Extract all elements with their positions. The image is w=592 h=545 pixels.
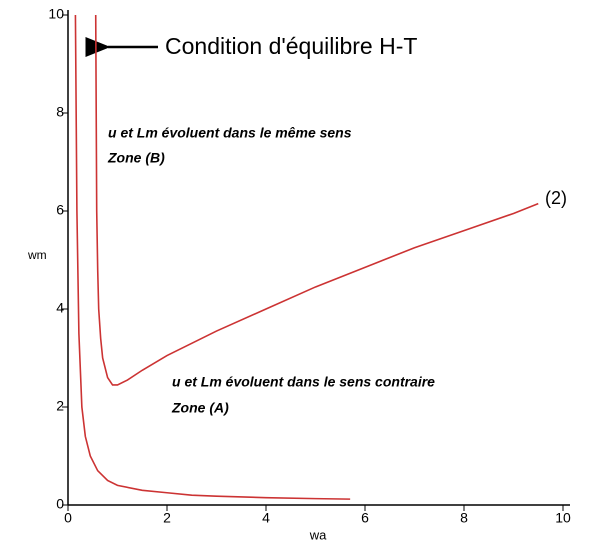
y-tick-label: 0 xyxy=(56,496,64,512)
annotation: Condition d'équilibre H-T xyxy=(165,33,417,59)
x-tick-label: 0 xyxy=(64,510,72,526)
y-axis-label: wm xyxy=(27,248,47,262)
y-tick-label: 8 xyxy=(56,104,64,120)
y-tick-label: 2 xyxy=(56,398,64,414)
annotation: Zone (A) xyxy=(171,400,229,416)
curve xyxy=(94,14,539,386)
annotation: Zone (B) xyxy=(107,150,165,166)
x-tick-label: 4 xyxy=(262,510,270,526)
annotation: u et Lm évoluent dans le sens contraire xyxy=(172,374,435,390)
y-tick-label: 6 xyxy=(56,202,64,218)
y-tick-label: 10 xyxy=(48,6,64,22)
curve xyxy=(74,14,351,500)
x-tick-label: 8 xyxy=(460,510,468,526)
x-tick-label: 2 xyxy=(163,510,171,526)
x-tick-label: 10 xyxy=(555,510,571,526)
annotation: (2) xyxy=(545,188,567,208)
x-tick-label: 6 xyxy=(361,510,369,526)
y-tick-label: 4 xyxy=(56,300,64,316)
x-axis-label: wa xyxy=(309,527,327,542)
annotation: u et Lm évoluent dans le même sens xyxy=(108,125,352,141)
